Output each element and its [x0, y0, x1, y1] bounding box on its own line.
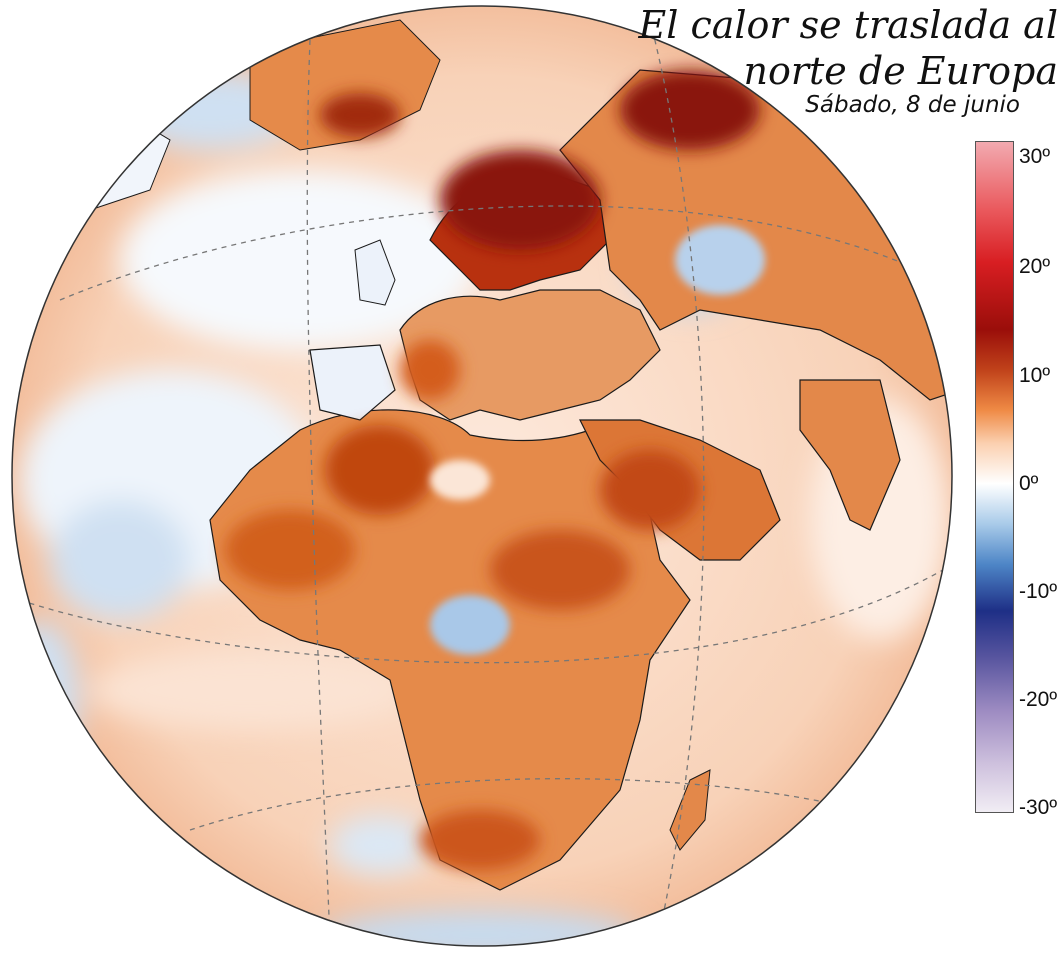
title-line-2: norte de Europa [743, 49, 1058, 93]
scale-tick-minus-10: -10º [1019, 580, 1058, 603]
warm-anomalies [225, 70, 760, 870]
map-title: El calor se traslada al norte de Europa [638, 2, 1058, 94]
color-scale-bar [975, 141, 1014, 813]
scale-tick-20: 20º [1019, 255, 1051, 278]
scale-tick-0: 0º [1019, 472, 1039, 495]
cool-spots [430, 225, 765, 655]
graticule [19, 19, 952, 941]
globe-surface [12, 6, 952, 946]
scale-tick-10: 10º [1019, 364, 1051, 387]
scale-tick-minus-30: -30º [1019, 796, 1058, 819]
title-line-1: El calor se traslada al [638, 3, 1058, 47]
scale-tick-minus-20: -20º [1019, 688, 1058, 711]
scale-tick-30: 30º [1019, 145, 1051, 168]
map-subtitle: Sábado, 8 de junio [805, 92, 1020, 118]
globe-outline [11, 5, 953, 947]
